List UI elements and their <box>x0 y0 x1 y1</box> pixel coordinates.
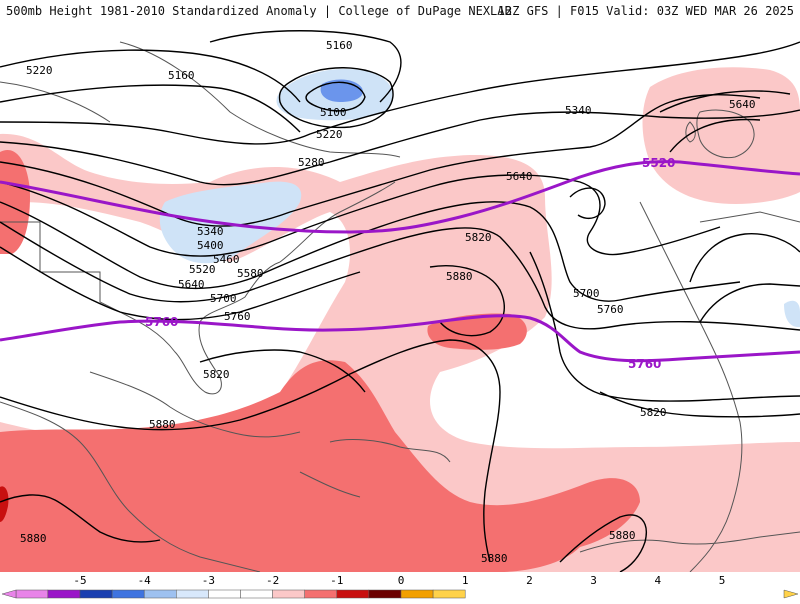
contour-label: 5820 <box>203 368 230 381</box>
colorbar-tick-label: -3 <box>202 574 215 587</box>
map-title: 500mb Height 1981-2010 Standardized Anom… <box>6 4 512 18</box>
contour-label: 5640 <box>506 170 533 183</box>
reference-label: 5760 <box>145 315 178 329</box>
reference-contour-labels: 5760 5520 5760 <box>145 156 675 371</box>
anomaly-colorbar: -5 -4 -3 -2 -1 0 1 2 3 4 5 <box>0 572 800 600</box>
anomaly-map: 5160 5220 5160 5100 5220 5280 5340 5400 … <box>0 22 800 572</box>
contour-label: 5820 <box>640 406 667 419</box>
reference-label: 5760 <box>628 357 661 371</box>
colorbar-swatch <box>432 589 466 599</box>
colorbar-tick-label: 0 <box>398 574 405 587</box>
height-contours <box>0 30 800 572</box>
positive-anomaly-medium <box>0 150 640 572</box>
colorbar-swatch <box>304 589 338 599</box>
contour-label: 5400 <box>197 239 224 252</box>
contour-label: 5580 <box>237 267 264 280</box>
colorbar-swatch <box>111 589 145 599</box>
coastlines <box>0 41 800 572</box>
colorbar-swatches <box>1 589 799 599</box>
colorbar-tick-label: -4 <box>138 574 152 587</box>
contour-label: 5640 <box>729 98 756 111</box>
colorbar-left-arrow <box>1 589 17 599</box>
contour-label: 5700 <box>573 287 600 300</box>
colorbar-swatch <box>143 589 177 599</box>
contour-label: 5880 <box>481 552 508 565</box>
contour-label: 5160 <box>168 69 195 82</box>
colorbar-swatch <box>240 589 273 599</box>
colorbar-tick-label: -2 <box>266 574 279 587</box>
colorbar-swatch <box>208 589 241 599</box>
contour-label: 5880 <box>20 532 47 545</box>
colorbar-tick-label: 3 <box>590 574 597 587</box>
contour-label: 5160 <box>326 39 353 52</box>
contour-label: 5100 <box>320 106 347 119</box>
colorbar-tick-label: 2 <box>526 574 533 587</box>
colorbar-right-arrow <box>783 589 799 599</box>
colorbar-swatch <box>400 589 434 599</box>
contour-label: 5880 <box>446 270 473 283</box>
colorbar-canvas: -5 -4 -3 -2 -1 0 1 2 3 4 5 <box>1 574 799 599</box>
colorbar-tick-label: 4 <box>654 574 661 587</box>
model-run-info: 12Z GFS | F015 Valid: 03Z WED MAR 26 202… <box>497 4 794 18</box>
colorbar-swatch <box>79 589 113 599</box>
contour-label: 5760 <box>224 310 251 323</box>
colorbar-swatch <box>336 589 370 599</box>
reference-label: 5520 <box>642 156 675 170</box>
header-bar: 500mb Height 1981-2010 Standardized Anom… <box>0 0 800 22</box>
contour-label: 5460 <box>213 253 240 266</box>
colorbar-swatch <box>272 589 305 599</box>
colorbar-ticks: -5 -4 -3 -2 -1 0 1 2 3 4 5 <box>73 574 725 587</box>
colorbar-tick-label: -5 <box>73 574 86 587</box>
colorbar-swatch <box>47 589 81 599</box>
height-contour-labels: 5160 5220 5160 5100 5220 5280 5340 5400 … <box>20 39 756 565</box>
colorbar-swatch <box>15 589 49 599</box>
contour-label: 5340 <box>197 225 224 238</box>
colorbar-swatch <box>368 589 402 599</box>
colorbar-swatch <box>176 589 209 599</box>
positive-anomaly-strong <box>0 486 9 522</box>
contour-label: 5760 <box>597 303 624 316</box>
contour-label: 5280 <box>298 156 325 169</box>
contour-label: 5880 <box>149 418 176 431</box>
contour-label: 5640 <box>178 278 205 291</box>
reference-contours <box>0 160 800 363</box>
colorbar-tick-label: 1 <box>462 574 469 587</box>
colorbar-tick-label: 5 <box>719 574 726 587</box>
contour-label: 5820 <box>465 231 492 244</box>
contour-label: 5340 <box>565 104 592 117</box>
contour-label: 5520 <box>189 263 216 276</box>
contour-label: 5700 <box>210 292 237 305</box>
colorbar-tick-label: -1 <box>330 574 343 587</box>
map-canvas: 5160 5220 5160 5100 5220 5280 5340 5400 … <box>0 30 800 572</box>
contour-label: 5220 <box>316 128 343 141</box>
contour-label: 5220 <box>26 64 53 77</box>
contour-label: 5880 <box>609 529 636 542</box>
